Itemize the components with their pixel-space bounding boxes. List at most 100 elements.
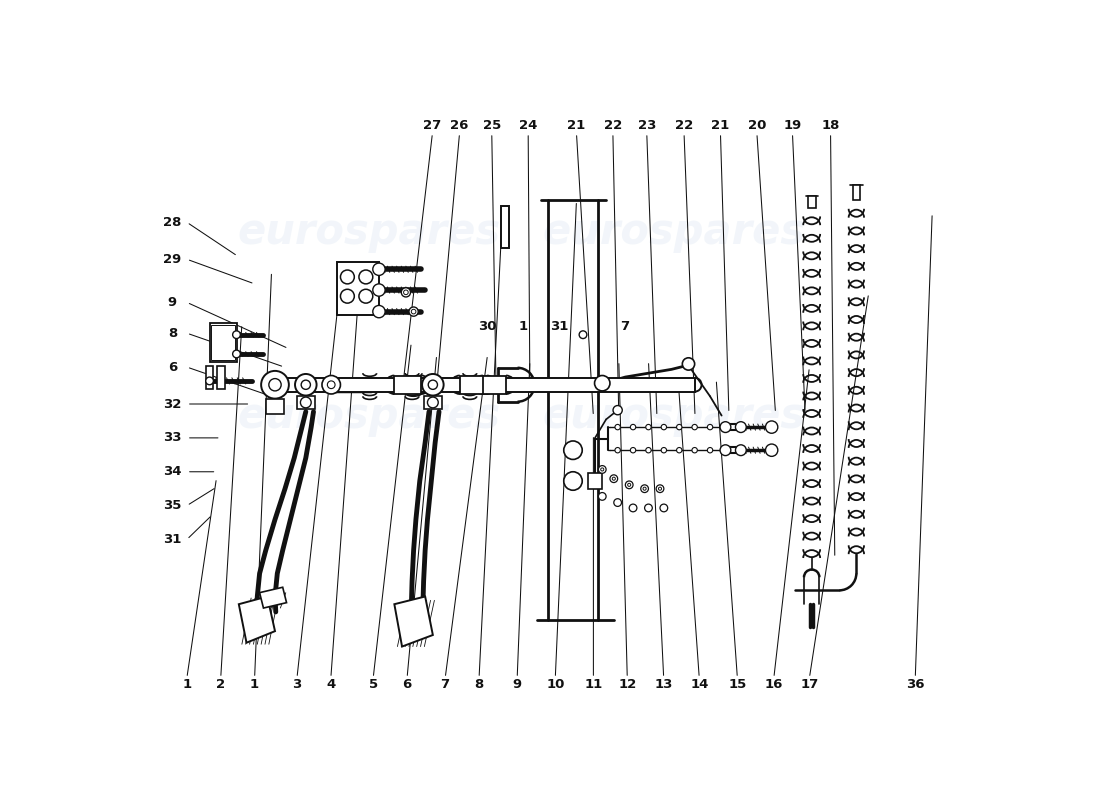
Bar	[483, 375, 506, 394]
Circle shape	[630, 447, 636, 453]
Text: 7: 7	[620, 321, 629, 334]
Text: 6: 6	[403, 678, 411, 691]
Circle shape	[720, 422, 730, 433]
Polygon shape	[395, 597, 433, 646]
Circle shape	[625, 481, 634, 489]
Circle shape	[707, 447, 713, 453]
Circle shape	[428, 380, 438, 390]
Text: 27: 27	[424, 119, 441, 132]
Circle shape	[322, 375, 341, 394]
Text: eurospares: eurospares	[238, 395, 500, 438]
Text: 12: 12	[618, 678, 637, 691]
Text: 36: 36	[906, 678, 924, 691]
Bar	[460, 375, 486, 394]
Bar	[297, 395, 315, 410]
Text: 5: 5	[368, 678, 377, 691]
Circle shape	[646, 425, 651, 430]
Bar	[337, 262, 378, 315]
Circle shape	[300, 397, 311, 408]
Circle shape	[402, 288, 410, 297]
Circle shape	[579, 331, 587, 338]
Circle shape	[373, 284, 385, 296]
Text: eurospares: eurospares	[542, 210, 805, 253]
Text: 25: 25	[483, 119, 500, 132]
Circle shape	[676, 425, 682, 430]
Circle shape	[656, 485, 664, 493]
Bar	[209, 323, 236, 362]
Bar	[266, 398, 284, 414]
Text: 18: 18	[822, 119, 839, 132]
Text: 3: 3	[293, 678, 301, 691]
Text: 21: 21	[568, 119, 585, 132]
Text: 22: 22	[675, 119, 693, 132]
Circle shape	[598, 493, 606, 500]
Text: 17: 17	[801, 678, 818, 691]
Text: 14: 14	[690, 678, 708, 691]
Text: 31: 31	[550, 321, 569, 334]
Text: 32: 32	[163, 398, 182, 410]
Circle shape	[692, 447, 697, 453]
Text: 34: 34	[163, 466, 182, 478]
Text: eurospares: eurospares	[238, 210, 500, 253]
Text: 22: 22	[604, 119, 622, 132]
Bar	[218, 366, 224, 389]
Text: eurospares: eurospares	[542, 395, 805, 438]
Bar	[852, 185, 860, 200]
Text: 15: 15	[728, 678, 747, 691]
Circle shape	[661, 447, 667, 453]
Polygon shape	[260, 587, 286, 608]
Bar	[807, 196, 815, 208]
Text: 7: 7	[441, 678, 450, 691]
Circle shape	[233, 350, 240, 358]
Text: 9: 9	[168, 296, 177, 309]
Circle shape	[615, 447, 620, 453]
Circle shape	[341, 290, 354, 303]
Text: 19: 19	[783, 119, 802, 132]
Bar	[206, 366, 213, 389]
Bar	[500, 206, 509, 249]
Circle shape	[628, 483, 630, 486]
Circle shape	[609, 475, 618, 482]
Text: 8: 8	[474, 678, 484, 691]
Circle shape	[404, 290, 408, 294]
Circle shape	[660, 504, 668, 512]
Circle shape	[206, 377, 213, 385]
Circle shape	[692, 425, 697, 430]
Circle shape	[645, 504, 652, 512]
Text: 26: 26	[450, 119, 469, 132]
Circle shape	[598, 466, 606, 474]
Text: 13: 13	[654, 678, 673, 691]
Circle shape	[359, 270, 373, 284]
Text: 4: 4	[327, 678, 336, 691]
Text: 35: 35	[163, 499, 182, 512]
Circle shape	[373, 306, 385, 318]
Circle shape	[268, 378, 282, 391]
Circle shape	[640, 485, 649, 493]
Circle shape	[373, 263, 385, 275]
Circle shape	[563, 472, 582, 490]
Circle shape	[659, 487, 661, 490]
Bar	[211, 325, 235, 360]
Circle shape	[736, 445, 746, 455]
Circle shape	[644, 487, 646, 490]
Text: 10: 10	[546, 678, 564, 691]
Circle shape	[422, 374, 443, 395]
Bar	[424, 395, 442, 410]
Text: 1: 1	[183, 678, 191, 691]
Circle shape	[261, 371, 289, 398]
Bar	[588, 474, 603, 489]
Circle shape	[682, 358, 695, 370]
Text: 1: 1	[518, 321, 528, 334]
Circle shape	[661, 425, 667, 430]
Text: 16: 16	[764, 678, 783, 691]
Circle shape	[295, 374, 317, 395]
Circle shape	[676, 447, 682, 453]
Circle shape	[707, 425, 713, 430]
Text: 6: 6	[168, 361, 177, 374]
Circle shape	[428, 397, 438, 408]
Text: 11: 11	[584, 678, 603, 691]
Text: 29: 29	[163, 253, 182, 266]
Circle shape	[629, 504, 637, 512]
Text: 28: 28	[163, 216, 182, 229]
Circle shape	[341, 270, 354, 284]
